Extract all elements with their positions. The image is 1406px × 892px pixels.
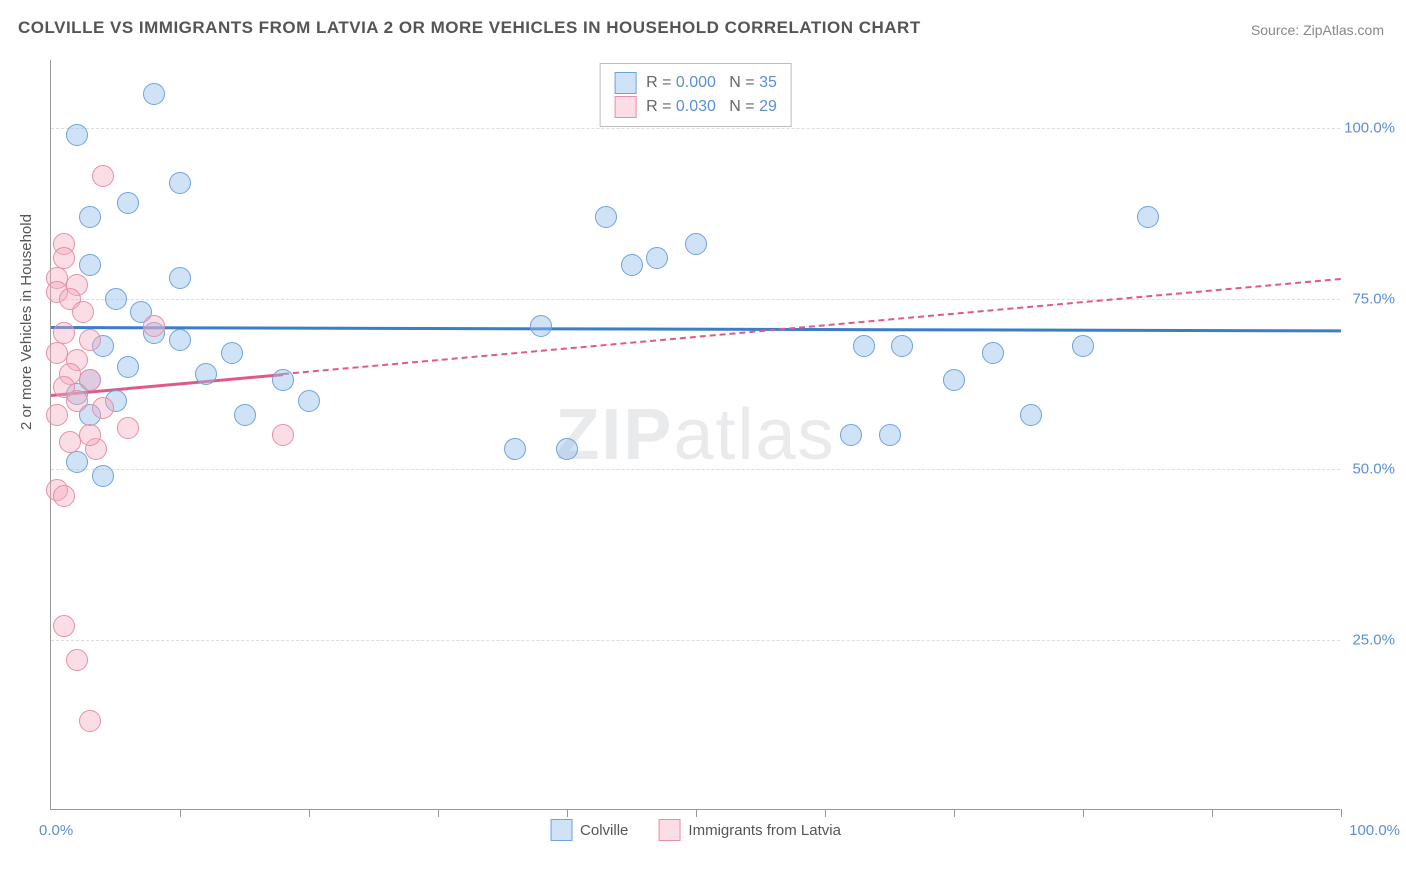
x-tick [180,809,181,817]
scatter-point [117,192,139,214]
scatter-point [92,465,114,487]
scatter-point [879,424,901,446]
scatter-point [143,83,165,105]
scatter-point [92,397,114,419]
scatter-point [272,424,294,446]
scatter-point [92,165,114,187]
source-attribution: Source: ZipAtlas.com [1251,22,1384,38]
scatter-point [53,615,75,637]
legend-item: Colville [550,819,628,841]
scatter-point [840,424,862,446]
scatter-point [221,342,243,364]
correlation-legend: R = 0.000 N = 35 R = 0.030 N = 29 [599,63,792,127]
scatter-point [195,363,217,385]
scatter-point [1020,404,1042,426]
x-tick [1341,809,1342,817]
legend-swatch [550,819,572,841]
x-tick [567,809,568,817]
scatter-point [66,451,88,473]
chart-title: COLVILLE VS IMMIGRANTS FROM LATVIA 2 OR … [18,18,921,38]
watermark: ZIPatlas [555,394,835,476]
x-tick [438,809,439,817]
series-legend: Colville Immigrants from Latvia [550,819,841,841]
y-tick-label: 25.0% [1352,631,1395,648]
scatter-point [143,315,165,337]
legend-label: Colville [580,822,628,839]
scatter-point [79,710,101,732]
scatter-point [891,335,913,357]
y-axis-label: 2 or more Vehicles in Household [18,214,35,430]
scatter-point [117,417,139,439]
x-tick [1212,809,1213,817]
scatter-point [169,172,191,194]
legend-stats: R = 0.000 N = 35 [646,74,777,92]
gridline [51,128,1340,129]
scatter-point [853,335,875,357]
x-tick [954,809,955,817]
scatter-plot-area: ZIPatlas R = 0.000 N = 35 R = 0.030 N = 2… [50,60,1340,810]
scatter-point [943,369,965,391]
scatter-point [79,329,101,351]
scatter-point [234,404,256,426]
gridline [51,640,1340,641]
scatter-point [556,438,578,460]
trend-line [51,326,1341,332]
scatter-point [79,254,101,276]
scatter-point [169,267,191,289]
scatter-point [105,288,127,310]
scatter-point [1072,335,1094,357]
scatter-point [46,404,68,426]
x-tick [309,809,310,817]
scatter-point [53,322,75,344]
scatter-point [1137,206,1159,228]
scatter-point [646,247,668,269]
y-tick-label: 75.0% [1352,290,1395,307]
scatter-point [595,206,617,228]
legend-item: Immigrants from Latvia [658,819,841,841]
scatter-point [53,485,75,507]
legend-label: Immigrants from Latvia [688,822,841,839]
legend-swatch [614,72,636,94]
x-tick-label: 100.0% [1349,822,1400,839]
y-tick-label: 50.0% [1352,461,1395,478]
y-tick-label: 100.0% [1344,120,1395,137]
scatter-point [66,390,88,412]
scatter-point [79,424,101,446]
scatter-point [66,649,88,671]
x-tick [1083,809,1084,817]
scatter-point [66,124,88,146]
x-tick [825,809,826,817]
legend-swatch [614,96,636,118]
gridline [51,299,1340,300]
scatter-point [621,254,643,276]
scatter-point [79,206,101,228]
x-tick [696,809,697,817]
scatter-point [72,301,94,323]
gridline [51,469,1340,470]
x-tick-label: 0.0% [39,822,73,839]
scatter-point [982,342,1004,364]
scatter-point [79,369,101,391]
scatter-point [169,329,191,351]
scatter-point [272,369,294,391]
scatter-point [504,438,526,460]
scatter-point [53,247,75,269]
scatter-point [298,390,320,412]
scatter-point [530,315,552,337]
legend-stats: R = 0.030 N = 29 [646,98,777,116]
legend-swatch [658,819,680,841]
scatter-point [685,233,707,255]
scatter-point [117,356,139,378]
